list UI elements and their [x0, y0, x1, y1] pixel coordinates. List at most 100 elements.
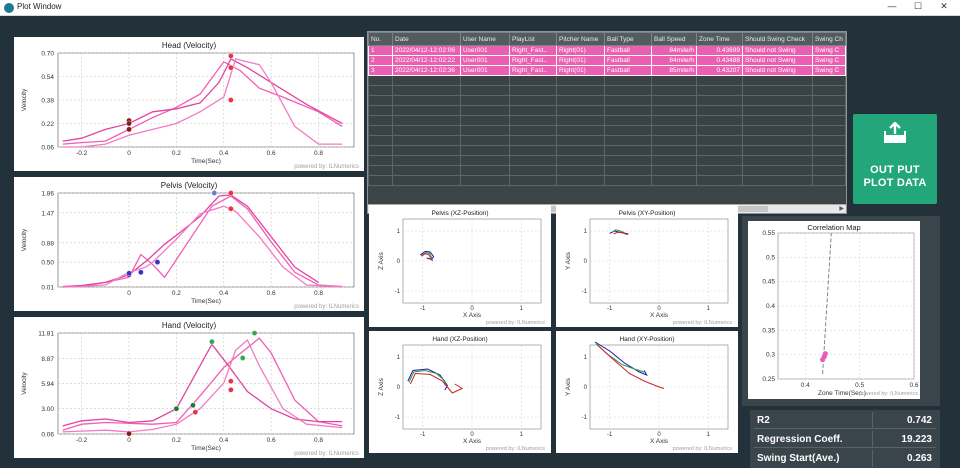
y-tick-label: 5.94 [41, 381, 54, 388]
table-empty-cell [509, 175, 557, 186]
pelvis-xy-panel[interactable]: Pelvis (XY-Position) 1 0 -1 -1 0 1 X Axis Y Axis… [556, 205, 738, 327]
table-cell: Should not Swing [742, 65, 813, 76]
table-empty-cell [604, 85, 652, 96]
pelvis-velocity-panel[interactable]: Pelvis (Velocity) 1.86 1.47 0.88 0.50 0.01 0 0.… [14, 177, 364, 311]
table-empty-cell [742, 125, 813, 136]
data-marker [126, 430, 132, 437]
pelvis-xz-panel[interactable]: Pelvis (XZ-Position) 1 0 -1 -1 0 1 X Axis Z Axis… [369, 205, 551, 327]
table-empty-row [368, 125, 846, 136]
table-empty-cell [556, 75, 605, 86]
table-empty-cell [696, 125, 743, 136]
trajectory-line [408, 369, 446, 386]
x-tick-label: 0 [470, 306, 474, 312]
stat-divider [872, 450, 873, 467]
table-empty-cell [604, 165, 652, 176]
y-tick-label: 0.06 [41, 432, 54, 439]
column-header[interactable]: User Name [460, 32, 510, 46]
stat-value: 19.223 [901, 434, 932, 445]
y-tick-label: 11.81 [38, 331, 54, 338]
hand-xy-panel[interactable]: Hand (XY-Position) 1 0 -1 -1 0 1 X Axis Y Axis po… [556, 331, 738, 453]
table-empty-cell [604, 115, 652, 126]
scroll-right-icon[interactable]: ▶ [839, 206, 844, 212]
table-empty-cell [651, 75, 697, 86]
column-header[interactable]: No. [368, 32, 393, 46]
table-empty-cell [392, 95, 461, 106]
table-empty-cell [509, 165, 557, 176]
head-velocity-panel[interactable]: Head (Velocity) 0.70 0.54 0.38 0.22 0.06 -0.2 0… [14, 37, 364, 171]
table-cell: 3 [368, 65, 393, 76]
table-cell: Right(01) [556, 65, 605, 76]
swing-data-table-panel[interactable]: No. Date User Name PlayList Pitcher Name… [367, 31, 847, 214]
table-empty-cell [556, 135, 605, 146]
table-empty-cell [812, 75, 846, 86]
table-empty-cell [368, 75, 393, 86]
table-row[interactable]: 3 2022/04/12-12:02:36 User001 Right_Fast… [368, 65, 846, 76]
column-header[interactable]: Zone Time [696, 32, 743, 46]
table-empty-cell [604, 125, 652, 136]
table-empty-cell [812, 85, 846, 96]
column-header[interactable]: Ball Speed [651, 32, 697, 46]
column-header[interactable]: Should Swing Check [742, 32, 813, 46]
column-header[interactable]: Ball Type [604, 32, 652, 46]
table-empty-cell [509, 105, 557, 116]
table-cell: 0.43488 [696, 55, 743, 66]
y-tick-label: 0.3 [766, 352, 775, 359]
table-empty-cell [392, 115, 461, 126]
plot-area [57, 192, 355, 288]
table-empty-cell [604, 145, 652, 156]
stat-divider [872, 431, 873, 448]
footer-label: powered by: ILNumerics [673, 446, 733, 452]
column-header[interactable]: Swing Ch [812, 32, 846, 46]
maximize-button[interactable]: ☐ [913, 1, 923, 11]
y-tick-label: 0 [584, 385, 588, 391]
table-empty-cell [460, 105, 510, 116]
y-tick-label: 1 [584, 229, 588, 235]
column-header[interactable]: Pitcher Name [556, 32, 605, 46]
y-tick-label: 1.47 [41, 210, 54, 217]
table-empty-cell [812, 155, 846, 166]
table-empty-cell [651, 165, 697, 176]
table-empty-cell [368, 145, 393, 156]
table-empty-cell [742, 155, 813, 166]
stats-panel: R2 0.742 Regression Coeff. 19.223 Swing … [750, 410, 940, 468]
correlation-map-panel[interactable]: Correlation Map 0.55 0.5 0.45 0.4 0.35 0.3 0.25… [748, 221, 920, 399]
table-empty-cell [696, 105, 743, 116]
table-empty-cell [556, 115, 605, 126]
table-empty-cell [460, 95, 510, 106]
head-velocity-chart: Head (Velocity) 0.70 0.54 0.38 0.22 0.06 -0.2 0… [21, 41, 359, 170]
column-header[interactable]: Date [392, 32, 461, 46]
y-axis-label: Velocity [21, 228, 28, 251]
table-empty-rows [368, 75, 846, 186]
y-tick-label: 1.86 [41, 191, 54, 198]
y-tick-label: 8.87 [41, 356, 54, 363]
close-button[interactable]: ✕ [940, 1, 948, 11]
table-empty-cell [460, 145, 510, 156]
table-cell: Should not Swing [742, 55, 813, 66]
stat-row-regression-coeff: Regression Coeff. 19.223 [754, 431, 936, 448]
table-empty-cell [556, 105, 605, 116]
table-row[interactable]: 1 2022/04/12-12:02:06 User001 Right_Fast… [368, 45, 846, 56]
table-cell: 0.43699 [696, 45, 743, 56]
table-empty-cell [651, 125, 697, 136]
chart-title: Hand (XZ-Position) [432, 336, 487, 343]
y-tick-label: -1 [395, 289, 401, 295]
table-empty-cell [604, 135, 652, 146]
footer-label: powered by: ILNumerics [486, 446, 546, 452]
hand-xz-panel[interactable]: Hand (XZ-Position) 1 0 -1 -1 0 1 X Axis Z Axis po… [369, 331, 551, 453]
table-cell: 2022/04/12-12:02:06 [392, 45, 461, 56]
x-tick-label: 0.6 [267, 150, 276, 157]
chart-title: Hand (Velocity) [162, 321, 217, 330]
output-plot-data-button[interactable]: OUT PUT PLOT DATA [853, 114, 937, 204]
hand-velocity-panel[interactable]: Hand (Velocity) 11.81 8.87 5.94 3.00 0.06 -0.2… [14, 317, 364, 458]
x-tick-label: 0 [657, 306, 661, 312]
table-empty-cell [460, 155, 510, 166]
table-empty-cell [651, 115, 697, 126]
table-empty-cell [392, 145, 461, 156]
y-tick-label: 1 [397, 355, 401, 361]
minimize-button[interactable]: — [887, 1, 897, 11]
table-row[interactable]: 2 2022/04/12-12:02:22 User001 Right_Fast… [368, 55, 846, 66]
table-empty-cell [392, 75, 461, 86]
table-empty-cell [460, 125, 510, 136]
data-marker [239, 355, 246, 361]
column-header[interactable]: PlayList [509, 32, 557, 46]
